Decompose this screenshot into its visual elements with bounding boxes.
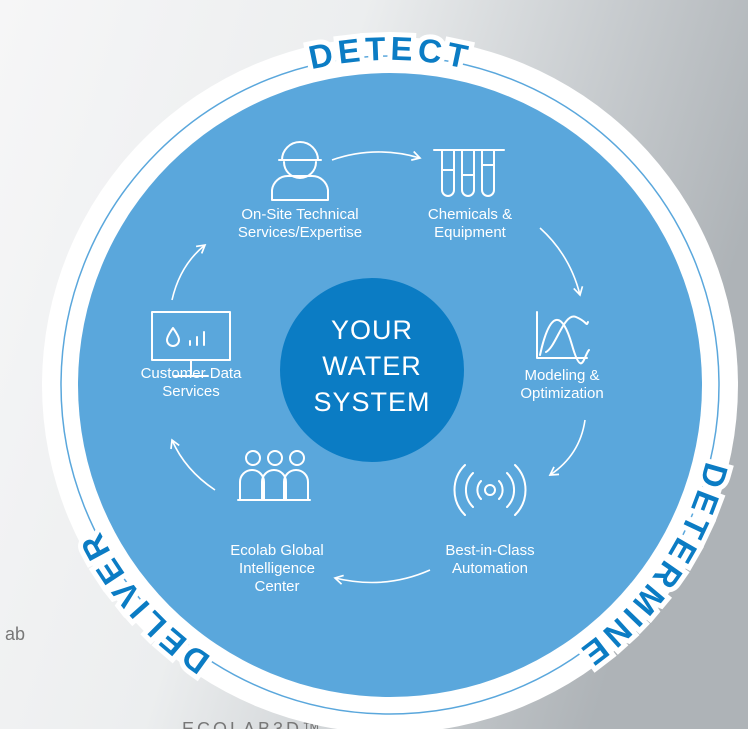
node-label: Modeling & [524,367,599,384]
node-label: Services [162,383,220,400]
node-label: Chemicals & [428,206,512,223]
background-text: ab [5,624,25,644]
node-label: Equipment [434,224,507,241]
node-label: Best-in-Class [445,542,534,559]
node-label: Services/Expertise [238,224,362,241]
center-text: WATER [322,351,422,381]
node-label: On-Site Technical [241,206,358,223]
node-label: Ecolab Global [230,542,323,559]
node-label: Customer Data [141,365,243,382]
diagram: ab ECOLAB3D™ DETECT DETERMINE DELIVER YO… [0,0,748,729]
node-label: Automation [452,560,528,577]
node-label: Intelligence [239,560,315,577]
node-label: Center [254,578,299,595]
center-text: YOUR [331,315,413,345]
node-label: Optimization [520,385,603,402]
center-text: SYSTEM [313,387,430,417]
